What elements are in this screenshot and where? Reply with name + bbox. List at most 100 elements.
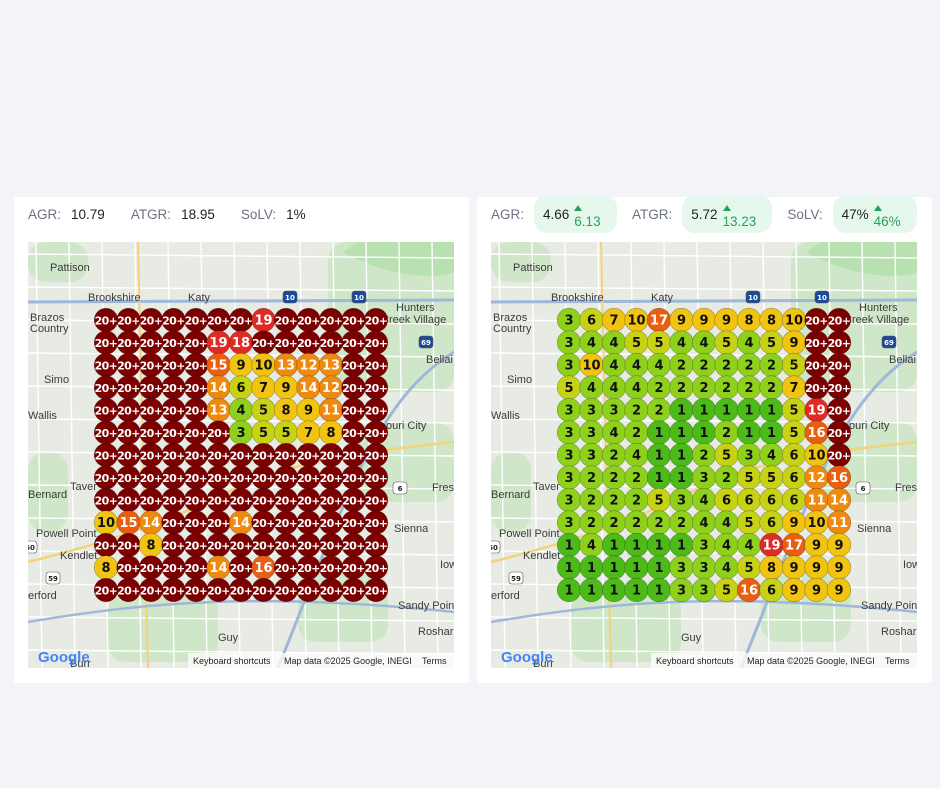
rank-pin[interactable]: 5: [556, 375, 582, 400]
rank-pin[interactable]: 2: [759, 375, 784, 400]
rank-pin[interactable]: 10: [93, 510, 119, 535]
rank-pin[interactable]: 2: [624, 487, 649, 513]
rank-pin[interactable]: 20+: [341, 487, 366, 513]
rank-pin[interactable]: 5: [646, 487, 672, 513]
rank-pin[interactable]: 8: [318, 420, 344, 445]
rank-pin[interactable]: 4: [691, 510, 717, 535]
rank-pin[interactable]: 1: [624, 577, 649, 603]
rank-pin[interactable]: 1: [646, 577, 672, 603]
rank-pin[interactable]: 2: [601, 465, 627, 490]
rank-pin[interactable]: 15: [206, 352, 231, 378]
rank-pin[interactable]: 9: [804, 532, 829, 558]
rank-pin[interactable]: 20+: [804, 375, 829, 400]
rank-pin[interactable]: 20+: [206, 532, 231, 558]
rank-pin[interactable]: 20+: [804, 352, 829, 378]
terms-link[interactable]: Terms: [422, 656, 447, 666]
rank-pin[interactable]: 3: [579, 442, 604, 468]
rank-pin[interactable]: 9: [714, 307, 739, 333]
rank-pin[interactable]: 20+: [363, 352, 388, 378]
rank-pin[interactable]: 20+: [206, 420, 231, 445]
rank-pin[interactable]: 20+: [138, 397, 163, 423]
rank-pin[interactable]: 7: [296, 420, 321, 445]
rank-pin[interactable]: 1: [714, 397, 739, 423]
rank-pin[interactable]: 6: [759, 510, 784, 535]
rank-pin[interactable]: 20+: [273, 487, 298, 513]
rank-pin[interactable]: 1: [669, 420, 694, 445]
rank-pin[interactable]: 3: [579, 420, 604, 445]
rank-pin[interactable]: 20+: [296, 555, 321, 580]
rank-pin[interactable]: 3: [556, 307, 582, 333]
rank-pin[interactable]: 20+: [138, 375, 163, 400]
rank-pin[interactable]: 20+: [341, 375, 366, 400]
rank-pin[interactable]: 5: [273, 420, 299, 445]
rank-pin[interactable]: 20+: [138, 465, 163, 490]
rank-pin[interactable]: 3: [556, 465, 582, 490]
rank-pin[interactable]: 5: [646, 330, 672, 355]
rank-pin[interactable]: 20+: [363, 442, 388, 468]
rank-pin[interactable]: 20+: [116, 555, 141, 580]
rank-pin[interactable]: 10: [579, 352, 604, 378]
rank-pin[interactable]: 20+: [318, 307, 343, 333]
rank-pin[interactable]: 20+: [161, 352, 186, 378]
rank-pin[interactable]: 4: [579, 330, 604, 355]
rank-pin[interactable]: 20+: [826, 330, 851, 355]
rank-pin[interactable]: 4: [624, 375, 649, 400]
rank-pin[interactable]: 2: [691, 442, 717, 468]
rank-pin[interactable]: 20+: [826, 442, 851, 468]
rank-pin[interactable]: 20+: [296, 307, 321, 333]
rank-pin[interactable]: 20+: [273, 465, 298, 490]
rank-pin[interactable]: 20+: [116, 330, 141, 355]
rank-pin[interactable]: 12: [296, 352, 321, 378]
rank-pin[interactable]: 1: [646, 555, 672, 580]
keyboard-shortcuts-link[interactable]: Keyboard shortcuts: [193, 656, 271, 666]
rank-pin[interactable]: 20+: [341, 532, 366, 558]
rank-pin[interactable]: 12: [804, 465, 829, 490]
rank-pin[interactable]: 1: [601, 555, 627, 580]
rank-pin[interactable]: 20+: [341, 397, 366, 423]
rank-pin[interactable]: 20+: [116, 465, 141, 490]
rank-pin[interactable]: 20+: [138, 487, 163, 513]
rank-pin[interactable]: 3: [556, 352, 582, 378]
rank-pin[interactable]: 20+: [206, 465, 231, 490]
rank-pin[interactable]: 20+: [161, 555, 186, 580]
rank-pin[interactable]: 20+: [318, 510, 343, 535]
rank-pin[interactable]: 4: [624, 352, 649, 378]
rank-pin[interactable]: 16: [826, 465, 852, 490]
rank-pin[interactable]: 3: [691, 577, 717, 603]
rank-pin[interactable]: 1: [556, 555, 582, 580]
rank-pin[interactable]: 4: [579, 375, 604, 400]
rank-pin[interactable]: 1: [579, 577, 604, 603]
rank-pin[interactable]: 3: [556, 442, 582, 468]
rank-pin[interactable]: 3: [669, 577, 694, 603]
rank-pin[interactable]: 2: [579, 510, 604, 535]
rank-pin[interactable]: 3: [228, 420, 254, 445]
rank-pin[interactable]: 5: [781, 352, 807, 378]
rank-pin[interactable]: 20+: [161, 465, 186, 490]
rank-pin[interactable]: 20+: [341, 442, 366, 468]
rank-pin[interactable]: 4: [759, 442, 784, 468]
rank-pin[interactable]: 20+: [341, 352, 366, 378]
rank-pin[interactable]: 20+: [363, 577, 388, 603]
rank-pin[interactable]: 20+: [363, 397, 388, 423]
rank-pin[interactable]: 2: [669, 352, 694, 378]
rank-pin[interactable]: 5: [714, 442, 739, 468]
rank-pin[interactable]: 20+: [183, 465, 208, 490]
rank-pin[interactable]: 20+: [183, 532, 208, 558]
rank-pin[interactable]: 19: [759, 532, 784, 558]
rank-pin[interactable]: 20+: [296, 532, 321, 558]
rank-pin[interactable]: 3: [579, 397, 604, 423]
rank-pin[interactable]: 20+: [138, 420, 163, 445]
rank-pin[interactable]: 4: [736, 532, 762, 558]
rank-pin[interactable]: 9: [273, 375, 299, 400]
rank-pin[interactable]: 5: [736, 555, 762, 580]
rank-pin[interactable]: 20+: [341, 307, 366, 333]
rank-pin[interactable]: 20+: [363, 375, 388, 400]
rank-pin[interactable]: 4: [624, 442, 649, 468]
rank-pin[interactable]: 20+: [318, 442, 343, 468]
rank-pin[interactable]: 20+: [93, 420, 118, 445]
rank-pin[interactable]: 20+: [183, 487, 208, 513]
rank-pin[interactable]: 1: [646, 532, 672, 558]
rank-pin[interactable]: 20+: [206, 307, 231, 333]
rank-pin[interactable]: 9: [781, 577, 807, 603]
rank-pin[interactable]: 20+: [826, 420, 851, 445]
